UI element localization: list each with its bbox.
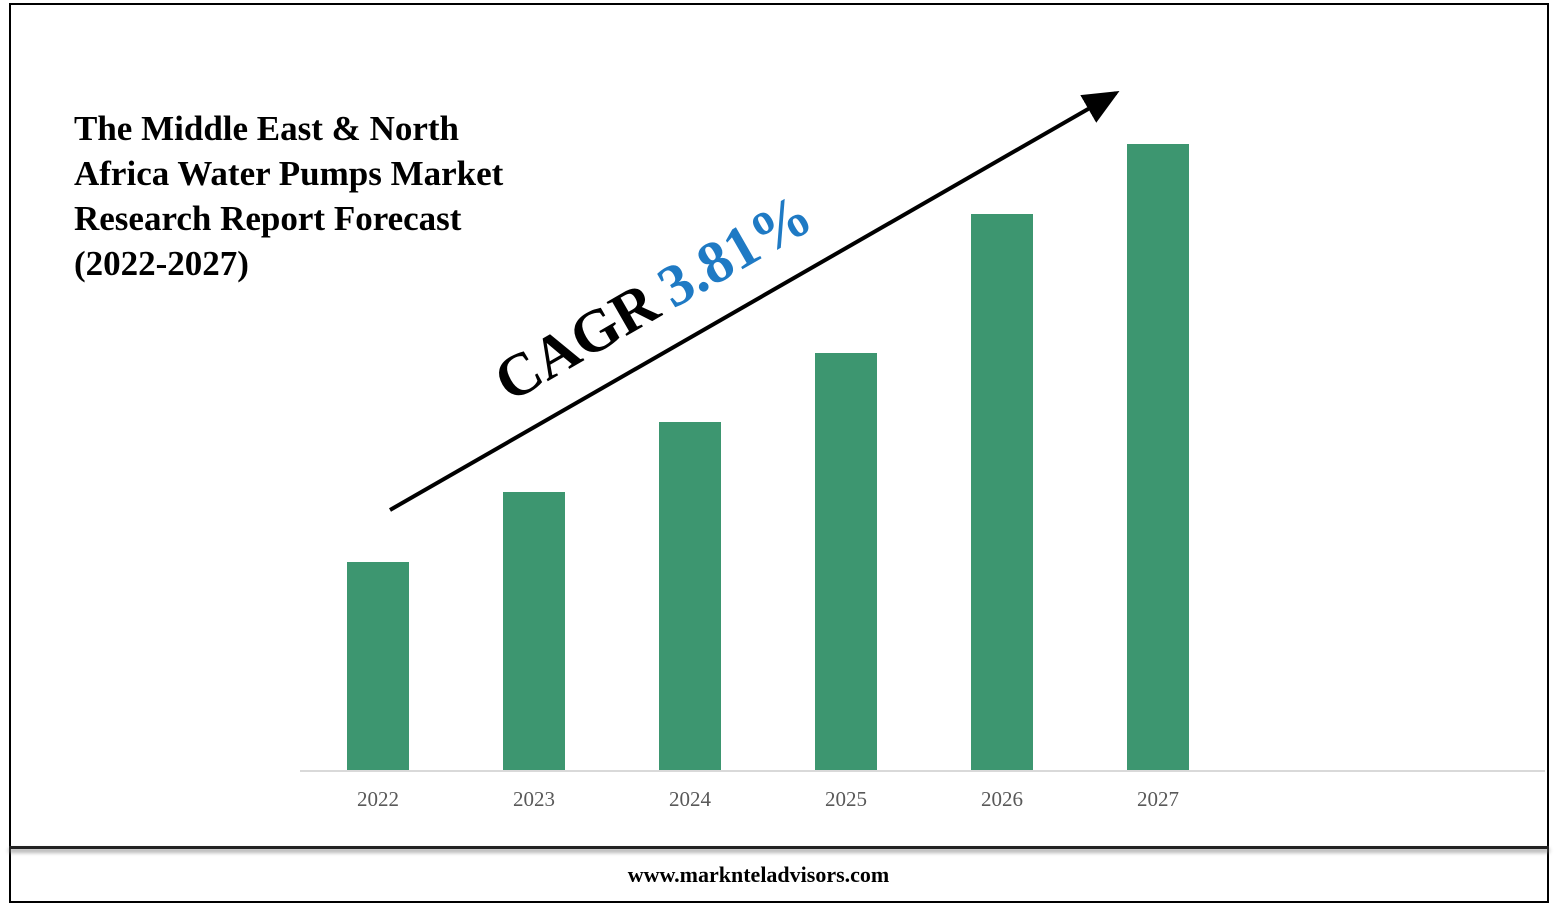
bar — [503, 492, 565, 770]
cagr-value: 3.81% — [647, 181, 823, 320]
separator — [9, 846, 1549, 849]
bar — [971, 214, 1033, 770]
x-tick-label: 2024 — [669, 787, 712, 811]
x-tick-label: 2026 — [981, 787, 1023, 811]
chart-title: The Middle East & North Africa Water Pum… — [74, 109, 504, 283]
bar — [659, 422, 721, 770]
x-tick-label: 2025 — [825, 787, 867, 811]
footer-url: www.marknteladvisors.com — [627, 862, 890, 887]
bar — [347, 562, 409, 770]
frame — [9, 3, 1549, 903]
x-tick-label: 2023 — [513, 787, 555, 811]
trend-arrow — [389, 91, 1120, 512]
x-tick-label: 2022 — [357, 787, 399, 811]
bar — [1127, 144, 1189, 770]
bar — [815, 353, 877, 770]
x-tick-label: 2027 — [1137, 787, 1179, 811]
cagr-label: CAGR — [483, 269, 670, 415]
